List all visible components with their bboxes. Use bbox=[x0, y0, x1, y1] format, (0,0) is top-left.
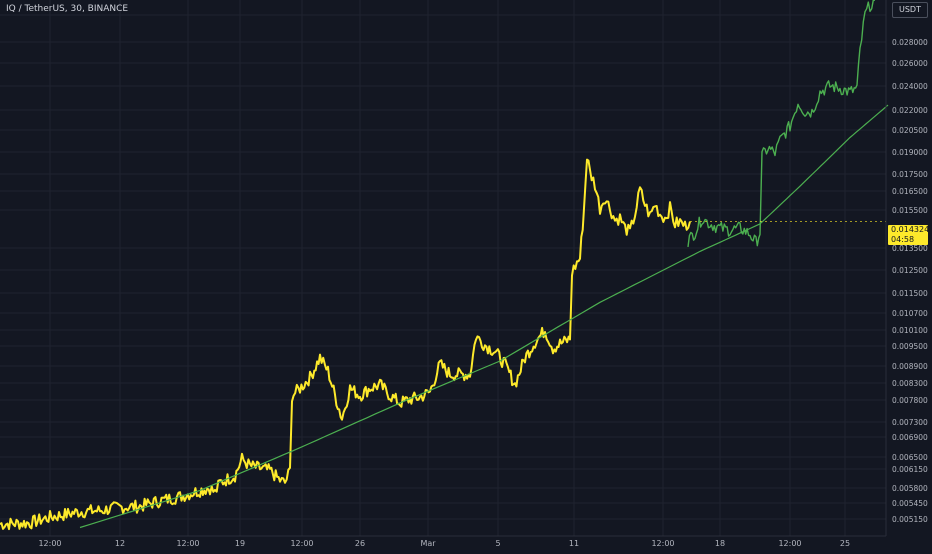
y-tick-label: 0.016500 bbox=[892, 187, 928, 196]
price-history-line bbox=[0, 158, 691, 531]
y-tick-label: 0.020500 bbox=[892, 126, 928, 135]
x-tick-label: 19 bbox=[235, 539, 245, 548]
x-tick-label: 12 bbox=[115, 539, 125, 548]
x-tick-label: 12:00 bbox=[290, 539, 313, 548]
y-tick-label: 0.012500 bbox=[892, 266, 928, 275]
x-tick-label: 25 bbox=[840, 539, 850, 548]
grid bbox=[0, 0, 886, 536]
y-tick-label: 0.007300 bbox=[892, 418, 928, 427]
y-tick-label: 0.019000 bbox=[892, 148, 928, 157]
x-tick-label: 26 bbox=[355, 539, 365, 548]
y-tick-label: 0.006500 bbox=[892, 453, 928, 462]
y-tick-label: 0.006900 bbox=[892, 433, 928, 442]
y-tick-label: 0.005450 bbox=[892, 499, 928, 508]
y-tick-label: 0.005150 bbox=[892, 515, 928, 524]
y-tick-label: 0.010100 bbox=[892, 326, 928, 335]
y-tick-label: 0.008900 bbox=[892, 362, 928, 371]
y-tick-label: 0.026000 bbox=[892, 59, 928, 68]
x-tick-label: 12:00 bbox=[38, 539, 61, 548]
symbol-title: IQ / TetherUS, 30, BINANCE bbox=[6, 4, 129, 14]
y-tick-label: 0.009500 bbox=[892, 342, 928, 351]
x-tick-label: 5 bbox=[495, 539, 500, 548]
y-tick-label: 0.007800 bbox=[892, 396, 928, 405]
x-tick-label: 12:00 bbox=[176, 539, 199, 548]
x-tick-label: 11 bbox=[569, 539, 579, 548]
y-tick-label: 0.017500 bbox=[892, 170, 928, 179]
projected-price-line bbox=[687, 0, 876, 247]
y-tick-label: 0.024000 bbox=[892, 82, 928, 91]
y-tick-label: 0.028000 bbox=[892, 38, 928, 47]
y-tick-label: 0.015500 bbox=[892, 206, 928, 215]
x-tick-label: 12:00 bbox=[778, 539, 801, 548]
y-tick-label: 0.022000 bbox=[892, 106, 928, 115]
x-tick-label: 12:00 bbox=[651, 539, 674, 548]
last-price-tag: 0.014324 04:58 bbox=[888, 225, 930, 245]
growth-curve-line bbox=[79, 104, 889, 529]
y-tick-label: 0.006150 bbox=[892, 465, 928, 474]
y-tick-label: 0.013500 bbox=[892, 244, 928, 253]
bar-countdown: 04:58 bbox=[891, 235, 915, 244]
last-price-value: 0.014324 bbox=[891, 225, 930, 234]
series-layer bbox=[0, 0, 889, 531]
y-tick-label: 0.010700 bbox=[892, 309, 928, 318]
y-tick-label: 0.011500 bbox=[892, 289, 928, 298]
x-tick-label: 18 bbox=[715, 539, 725, 548]
x-tick-label: Mar bbox=[420, 539, 436, 548]
y-tick-label: 0.005800 bbox=[892, 484, 928, 493]
currency-selector-button[interactable]: USDT bbox=[892, 2, 928, 18]
y-tick-label: 0.008300 bbox=[892, 379, 928, 388]
